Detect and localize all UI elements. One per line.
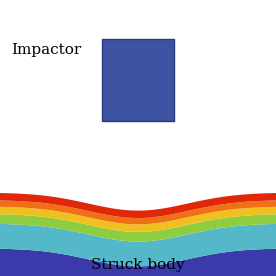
Text: Impactor: Impactor xyxy=(11,43,81,57)
Bar xyxy=(102,39,174,121)
Text: Struck body: Struck body xyxy=(91,258,185,272)
